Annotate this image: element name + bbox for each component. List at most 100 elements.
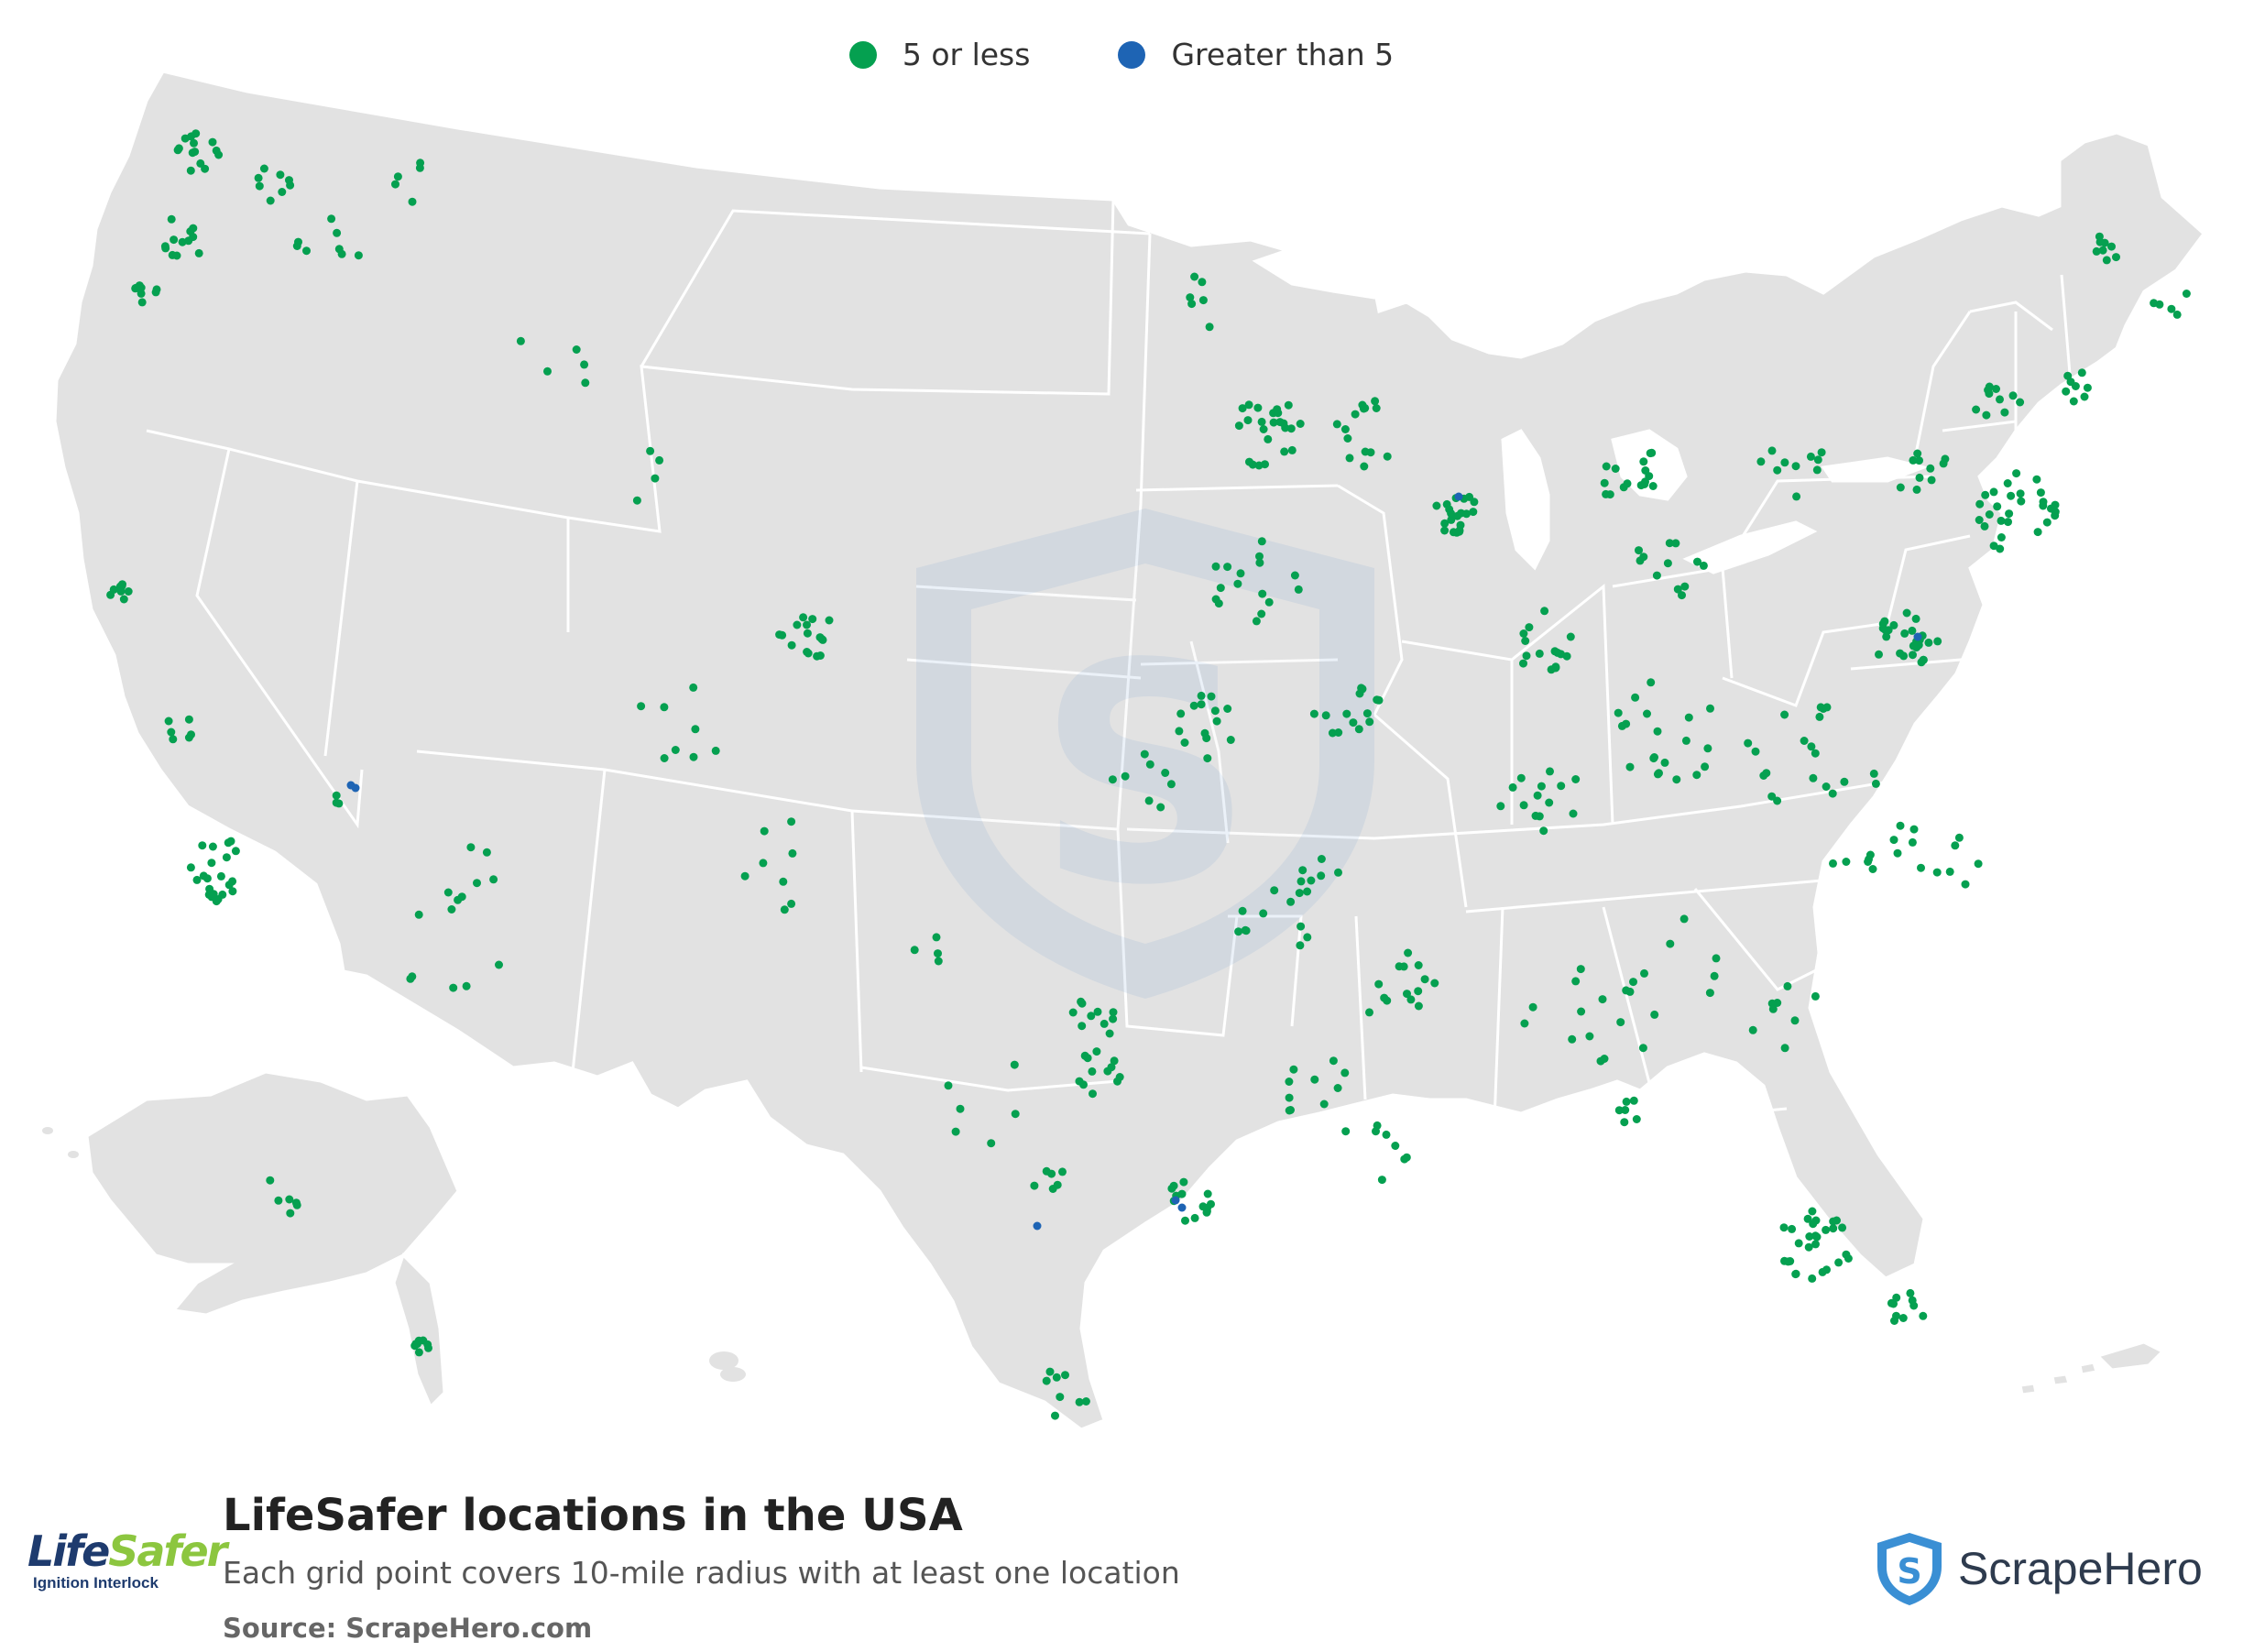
location-point-5-or-less [1533, 791, 1542, 800]
land-layer [42, 70, 2206, 1431]
location-point-5-or-less [934, 949, 942, 958]
location-point-5-or-less [1365, 1008, 1373, 1017]
location-point-5-or-less [2004, 518, 2012, 527]
contiguous-us [53, 70, 2206, 1431]
location-point-5-or-less [192, 875, 202, 884]
location-point-5-or-less [1374, 695, 1384, 705]
location-point-5-or-less [1631, 693, 1640, 702]
location-point-5-or-less [2062, 387, 2071, 396]
location-point-5-or-less [1290, 571, 1299, 580]
location-point-5-or-less [1898, 1314, 1908, 1322]
location-point-5-or-less [1568, 1034, 1577, 1044]
location-point-5-or-less [1309, 709, 1318, 718]
location-point-5-or-less [1053, 1180, 1062, 1189]
location-point-5-or-less [1647, 678, 1656, 687]
location-point-5-or-less [1892, 1293, 1901, 1302]
location-point-5-or-less [1773, 465, 1782, 475]
location-point-5-or-less [1525, 623, 1534, 632]
location-point-5-or-less [1319, 1100, 1329, 1109]
location-point-5-or-less [454, 895, 463, 904]
location-point-5-or-less [208, 842, 217, 851]
location-point-5-or-less [1042, 1376, 1051, 1385]
location-point-5-or-less [637, 702, 646, 711]
location-point-5-or-less [1585, 1032, 1594, 1041]
location-point-5-or-less [2107, 242, 2116, 251]
location-point-5-or-less [1699, 561, 1708, 570]
location-point-5-or-less [119, 595, 128, 604]
location-point-5-or-less [1531, 811, 1540, 820]
location-point-greater-than-5 [1177, 1203, 1187, 1212]
location-point-5-or-less [815, 633, 825, 642]
location-point-5-or-less [1576, 965, 1585, 974]
location-point-5-or-less [1207, 1199, 1215, 1209]
location-point-5-or-less [218, 890, 227, 899]
location-point-5-or-less [1100, 1019, 1109, 1028]
location-point-5-or-less [1440, 526, 1450, 535]
location-point-5-or-less [1203, 1189, 1212, 1198]
location-point-5-or-less [1783, 981, 1792, 990]
location-point-5-or-less [1430, 979, 1439, 988]
location-point-5-or-less [1640, 968, 1648, 978]
location-point-5-or-less [1997, 533, 2006, 542]
scrapehero-logo: S ScrapeHero [1874, 1530, 2203, 1607]
location-point-5-or-less [1818, 1267, 1827, 1276]
location-point-5-or-less [274, 1196, 283, 1205]
location-point-5-or-less [1508, 782, 1517, 792]
location-point-5-or-less [1577, 1007, 1586, 1016]
location-point-5-or-less [646, 446, 655, 455]
location-point-5-or-less [825, 616, 834, 625]
location-point-5-or-less [1176, 709, 1186, 718]
location-point-5-or-less [632, 496, 641, 505]
location-point-5-or-less [1285, 1093, 1294, 1102]
location-point-5-or-less [1243, 416, 1253, 425]
location-point-5-or-less [1974, 859, 1983, 869]
location-point-5-or-less [1456, 520, 1465, 530]
location-point-5-or-less [1079, 1080, 1088, 1089]
location-point-5-or-less [1214, 599, 1223, 608]
location-point-5-or-less [1340, 1068, 1350, 1078]
location-point-greater-than-5 [1913, 632, 1922, 641]
location-point-5-or-less [135, 281, 144, 290]
location-point-5-or-less [222, 853, 231, 862]
location-point-5-or-less [1759, 771, 1768, 780]
location-point-5-or-less [1061, 1371, 1069, 1380]
location-point-5-or-less [1110, 1056, 1119, 1066]
location-point-5-or-less [1211, 562, 1220, 571]
location-point-5-or-less [1452, 528, 1461, 537]
location-point-5-or-less [1236, 569, 1245, 578]
location-point-5-or-less [1380, 993, 1389, 1002]
location-point-5-or-less [1286, 424, 1296, 433]
location-point-5-or-less [1420, 975, 1429, 984]
location-point-5-or-less [1919, 1311, 1928, 1320]
legend-swatch [1118, 40, 1146, 69]
location-point-5-or-less [1908, 837, 1917, 847]
location-point-5-or-less [1343, 434, 1352, 443]
location-point-5-or-less [543, 367, 552, 376]
alaska-panhandle [392, 1253, 446, 1409]
location-point-5-or-less [1189, 701, 1198, 710]
location-point-5-or-less [1432, 501, 1441, 510]
location-point-5-or-less [1980, 521, 1989, 531]
scrapehero-wordmark: ScrapeHero [1958, 1543, 2203, 1594]
location-point-5-or-less [651, 474, 660, 483]
location-point-5-or-less [1889, 836, 1898, 845]
location-point-5-or-less [1780, 710, 1789, 719]
location-point-5-or-less [1465, 492, 1474, 501]
location-point-5-or-less [1345, 454, 1354, 463]
location-point-5-or-less [1989, 487, 1998, 497]
location-point-5-or-less [1650, 1010, 1659, 1019]
location-point-5-or-less [285, 1195, 294, 1204]
location-point-5-or-less [1712, 954, 1721, 963]
location-point-5-or-less [1961, 880, 1970, 889]
location-point-5-or-less [1068, 1008, 1078, 1017]
location-point-5-or-less [1342, 709, 1351, 718]
location-point-5-or-less [1600, 478, 1609, 487]
location-point-5-or-less [495, 960, 503, 969]
location-point-5-or-less [1261, 460, 1269, 469]
location-point-5-or-less [1180, 738, 1189, 747]
location-point-5-or-less [1361, 447, 1370, 456]
footer: LifeSafer Ignition Interlock LifeSafer l… [0, 1466, 2243, 1652]
location-point-5-or-less [201, 164, 210, 173]
location-point-5-or-less [1666, 939, 1675, 948]
location-point-5-or-less [1868, 865, 1877, 873]
